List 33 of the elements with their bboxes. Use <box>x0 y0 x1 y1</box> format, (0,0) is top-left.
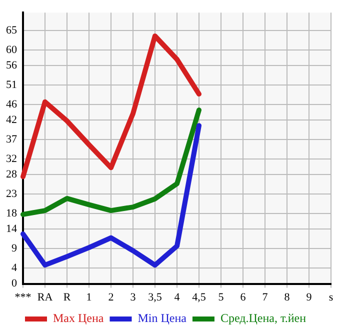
x-tick-label: 9 <box>306 291 312 304</box>
x-tick-label: 4,5 <box>192 291 206 304</box>
y-tick-label: 37 <box>6 134 18 146</box>
x-tick-label: s <box>328 291 334 304</box>
y-tick-label: 46 <box>6 98 18 110</box>
y-tick-label: 14 <box>6 223 18 236</box>
x-tick-label: R <box>63 291 72 304</box>
y-tick-label: 56 <box>6 59 18 72</box>
y-tick-label: 51 <box>6 78 17 91</box>
x-tick-label: 1 <box>86 291 92 304</box>
x-tick-label: 8 <box>284 291 290 304</box>
y-tick-label: 28 <box>6 168 18 181</box>
x-tick-label: 4 <box>174 291 180 304</box>
y-tick-label: 60 <box>6 44 18 56</box>
x-tick-label: 7 <box>262 291 268 304</box>
x-tick-label: 5 <box>218 291 224 304</box>
y-tick-label: 9 <box>12 242 18 255</box>
x-tick-label: 3 <box>130 291 136 304</box>
legend-label: Max Цена <box>52 311 104 326</box>
x-tick-label: 3,5 <box>148 291 162 304</box>
x-tick-label: *** <box>14 291 32 304</box>
y-tick-label: 42 <box>6 114 17 126</box>
legend-label: Сред.Цена, т.йен <box>220 311 307 326</box>
x-tick-label: 2 <box>108 291 114 304</box>
y-tick-label: 23 <box>6 188 18 200</box>
y-tick-label: 32 <box>6 153 17 165</box>
x-tick-label: RA <box>37 291 53 304</box>
legend-label: Min Цена <box>138 311 188 326</box>
y-tick-label: 18 <box>6 208 18 220</box>
y-tick-label: 4 <box>12 262 18 274</box>
x-tick-label: 6 <box>240 291 246 304</box>
y-tick-label: 65 <box>6 24 18 36</box>
y-tick-label: 0 <box>12 278 18 290</box>
